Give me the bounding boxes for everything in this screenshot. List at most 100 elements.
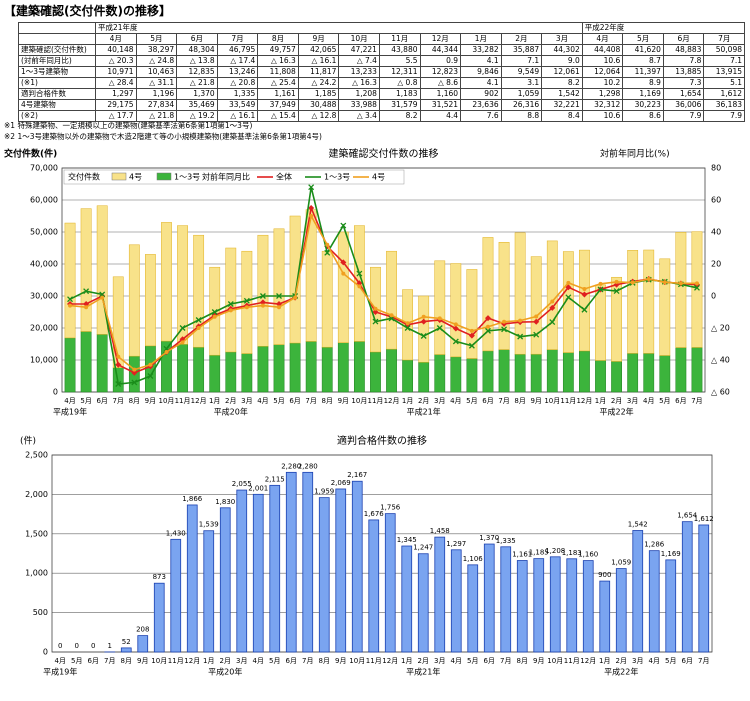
bar-segment [482, 237, 494, 352]
bar-segment [434, 354, 446, 393]
bar-segment [643, 249, 655, 354]
marker [469, 328, 474, 333]
x-tick-label: 7月 [498, 397, 509, 405]
table-row: 1～3号建築物 10,971 10,463 12,835 13,246 11,808 11,… [18, 66, 745, 78]
x-tick-label: 7月 [698, 657, 709, 665]
bar-segment [691, 231, 703, 348]
bar [615, 568, 627, 653]
marker [67, 296, 73, 303]
marker [132, 367, 137, 372]
bar-segment [128, 244, 140, 357]
marker [309, 214, 314, 218]
table-cell: △ 15.4 [257, 110, 299, 122]
x-tick-label: 9月 [338, 397, 349, 405]
bar [318, 497, 330, 653]
x-tick-label: 4月 [64, 397, 75, 405]
legend-label: 1～3号 [174, 173, 200, 182]
value-label: 1,106 [463, 555, 484, 563]
value-label: 2,280 [281, 462, 301, 470]
value-label: 1,830 [215, 498, 235, 506]
x-tick-label: 4月 [55, 657, 66, 665]
table-cell: (※2) [18, 110, 96, 122]
x-tick-label: 3月 [241, 397, 252, 405]
bar-segment [579, 350, 590, 393]
marker [277, 305, 282, 310]
bar-segment [257, 345, 269, 393]
bar-segment [337, 342, 349, 393]
bar [219, 507, 231, 653]
x-tick-label: 2月 [418, 657, 429, 665]
value-label: 1,286 [644, 541, 665, 549]
x-tick-label: 5月 [466, 397, 477, 405]
marker [468, 342, 475, 349]
legend-label: 全体 [276, 172, 292, 182]
marker [340, 259, 347, 266]
bar [533, 558, 545, 653]
x-tick-label: 11月 [168, 657, 184, 665]
bar [549, 556, 561, 653]
bar-segment [96, 205, 108, 335]
bar-segment [659, 355, 671, 393]
table-row: (※2) △ 17.7 △ 21.8 △ 19.2 △ 16.1 △ 15.4 △ 12.8… [18, 110, 745, 122]
bar-segment [466, 269, 478, 359]
marker [404, 325, 411, 331]
bar [203, 530, 215, 653]
x-tick-label: 3月 [632, 657, 643, 665]
x-tick-label: 1月 [401, 657, 412, 665]
x-tick-label: 4月 [643, 397, 654, 405]
y-tick-label: 50,000 [30, 228, 58, 237]
table-cell: △ 21.8 [135, 110, 178, 122]
marker [83, 288, 90, 295]
bar-segment [546, 240, 558, 350]
bar-segment [96, 334, 108, 393]
marker [373, 306, 378, 311]
marker [308, 205, 315, 211]
marker [116, 354, 121, 359]
bar [648, 550, 660, 653]
table-cell: 8.2 [378, 110, 421, 122]
value-label: 208 [136, 626, 149, 634]
marker [389, 313, 394, 318]
bar [566, 558, 578, 653]
marker [517, 333, 524, 340]
x-tick-label: 1月 [595, 397, 606, 405]
marker [598, 281, 603, 286]
bar-segment [627, 250, 639, 354]
x-tick-label: 6月 [484, 657, 495, 665]
marker [597, 286, 604, 293]
marker [260, 303, 265, 308]
y2-tick-label: △ 40 [711, 356, 730, 365]
bar [483, 543, 495, 653]
value-label: 900 [598, 571, 611, 579]
bar-segment [482, 350, 494, 393]
bar-segment [257, 234, 269, 347]
bar-segment [514, 353, 526, 393]
plot-frame [51, 454, 713, 653]
marker [582, 286, 587, 291]
bar-segment [177, 344, 188, 393]
x-tick-label: 4月 [450, 397, 461, 405]
x-tick-label: 9月 [335, 657, 346, 665]
year-label: 平成21年 [407, 407, 441, 417]
bar-segment [209, 354, 221, 393]
bar-segment [627, 353, 639, 393]
x-tick-label: 7月 [500, 657, 511, 665]
x-tick-label: 12月 [576, 397, 592, 405]
bar-segment [305, 341, 317, 393]
x-tick-label: 6月 [96, 397, 107, 405]
value-label: 1,059 [611, 559, 631, 567]
bar [236, 489, 248, 653]
x-tick-label: 2月 [220, 657, 231, 665]
y-tick-label: 70,000 [30, 164, 58, 173]
value-label: 1,160 [578, 551, 598, 559]
x-tick-label: 3月 [627, 397, 638, 405]
marker [646, 277, 651, 282]
x-tick-label: 6月 [289, 397, 300, 405]
bar-segment [546, 349, 558, 393]
marker [420, 333, 427, 339]
table-cell: 42,065 [297, 44, 340, 56]
marker [501, 326, 508, 333]
x-tick-label: 12月 [580, 657, 596, 665]
y2-tick-label: △ 20 [711, 324, 730, 333]
marker [694, 281, 699, 286]
